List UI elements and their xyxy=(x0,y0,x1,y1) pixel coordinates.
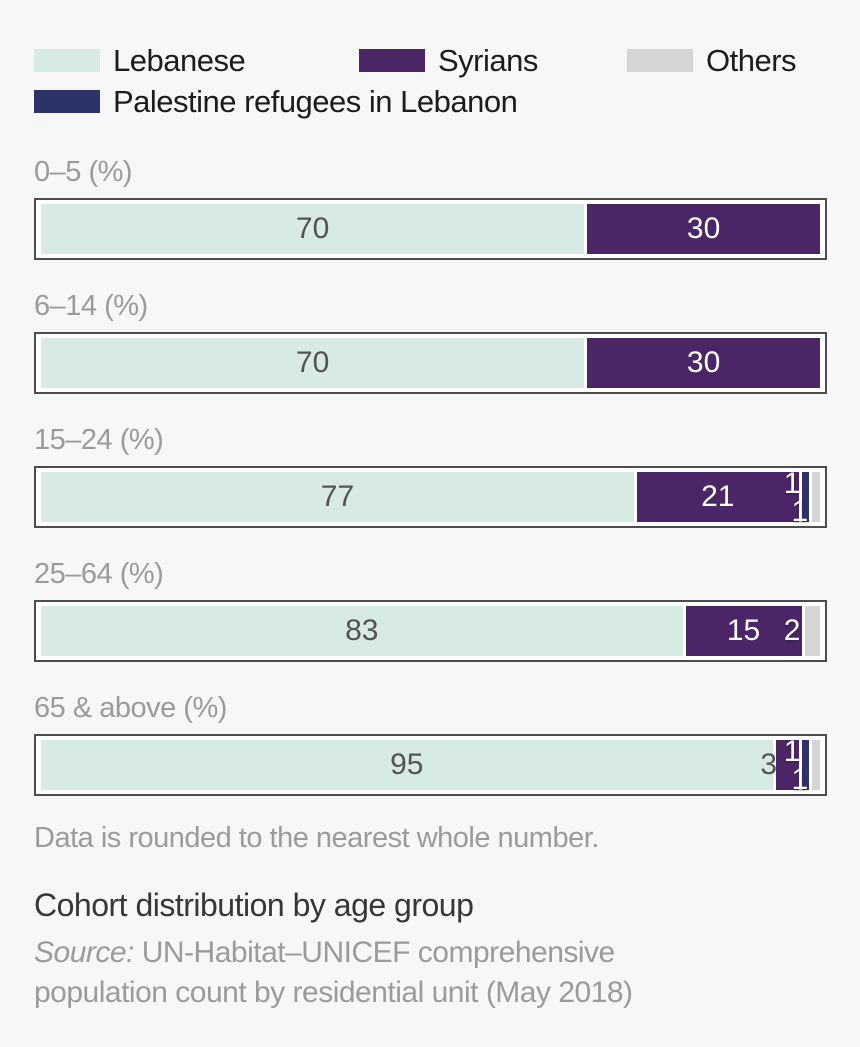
bar-segment-others xyxy=(804,606,820,656)
bar-segment-lebanese: 70 xyxy=(41,204,585,254)
legend-item-syrians: Syrians xyxy=(359,42,627,79)
bar-segments: 70 30 xyxy=(41,338,820,388)
legend-swatch-others xyxy=(627,49,693,72)
legend-item-lebanese: Lebanese xyxy=(34,42,359,79)
bar-group: 25–64 (%) 83 15 2 xyxy=(34,558,827,662)
bar-segments: 77 21 1 1 xyxy=(41,467,821,527)
bar-segments: 95 3 1 1 xyxy=(41,735,820,795)
bar-segment-others xyxy=(812,740,820,790)
bar-value-label-others: 2 xyxy=(783,614,801,647)
bar-segments: 70 30 xyxy=(41,204,820,254)
bar-value-label-syrians: 15 xyxy=(726,614,761,647)
bar-segment-others xyxy=(812,472,821,522)
bar-segment-palestine xyxy=(801,472,810,522)
age-group-label: 15–24 (%) xyxy=(34,424,164,456)
legend-label-lebanese: Lebanese xyxy=(113,42,246,78)
bar-segment-syrians xyxy=(775,740,799,790)
bar-group: 65 & above (%) 95 3 1 1 xyxy=(34,692,827,796)
chart-note: Data is rounded to the nearest whole num… xyxy=(34,822,599,854)
bar-segment-lebanese: 70 xyxy=(41,338,585,388)
bar-segment-syrians: 21 xyxy=(636,472,799,522)
bar-value-label-syrians: 3 xyxy=(760,748,778,781)
bar-value-label-others: 1 xyxy=(791,495,809,528)
source-text: UN-Habitat–UNICEF comprehensive populati… xyxy=(34,936,633,1009)
bar-value-label-others: 1 xyxy=(791,763,809,796)
bar-track: 70 30 xyxy=(34,332,827,394)
legend-label-others: Others xyxy=(706,42,797,78)
bar-track: 83 15 2 xyxy=(34,600,827,662)
age-group-label: 6–14 (%) xyxy=(34,290,148,322)
source-prefix-label: Source: xyxy=(34,936,134,969)
bar-value-label-lebanese: 70 xyxy=(295,346,330,379)
chart-title: Cohort distribution by age group xyxy=(34,887,474,923)
bar-value-label-lebanese: 77 xyxy=(320,480,355,513)
age-group-label: 25–64 (%) xyxy=(34,558,164,590)
bar-track: 77 21 1 1 xyxy=(34,466,827,528)
chart-source: Source: UN-Habitat–UNICEF comprehensive … xyxy=(34,933,746,1013)
chart-container: Lebanese Syrians Others Palestine refugees … xyxy=(34,42,827,1013)
bar-value-label-palestine: 1 xyxy=(783,735,801,768)
bar-segment-lebanese: 77 xyxy=(41,472,634,522)
legend-label-syrians: Syrians xyxy=(438,42,538,78)
bar-value-label-lebanese: 83 xyxy=(345,614,379,647)
bar-segment-syrians: 15 xyxy=(685,606,802,656)
bar-segment-lebanese: 95 xyxy=(41,740,773,790)
legend-swatch-syrians xyxy=(359,49,425,72)
bar-chart: 0–5 (%) 70 30 6–14 (%) 70 30 15–24 (%) 77 21 1 1 25… xyxy=(34,156,827,796)
bar-segment-syrians: 30 xyxy=(587,204,820,254)
legend-swatch-lebanese xyxy=(34,49,100,72)
bar-value-label-lebanese: 70 xyxy=(295,212,330,245)
bar-value-label-syrians: 21 xyxy=(701,480,735,513)
legend-item-others: Others xyxy=(627,42,797,79)
bar-group: 15–24 (%) 77 21 1 1 xyxy=(34,424,827,528)
legend: Lebanese Syrians Others Palestine refugees … xyxy=(34,42,827,120)
bar-value-label-syrians: 30 xyxy=(686,346,721,379)
legend-item-palestine: Palestine refugees in Lebanon xyxy=(34,83,518,120)
bar-segment-lebanese: 83 xyxy=(41,606,683,656)
age-group-label: 0–5 (%) xyxy=(34,156,133,188)
bar-value-label-lebanese: 95 xyxy=(390,748,424,781)
bar-value-label-syrians: 30 xyxy=(686,212,721,245)
bar-group: 6–14 (%) 70 30 xyxy=(34,290,827,394)
bar-segment-syrians: 30 xyxy=(587,338,820,388)
bar-track: 70 30 xyxy=(34,198,827,260)
bar-track: 95 3 1 1 xyxy=(34,734,827,796)
bar-segment-palestine xyxy=(801,740,810,790)
age-group-label: 65 & above (%) xyxy=(34,692,227,724)
legend-label-palestine: Palestine refugees in Lebanon xyxy=(113,83,518,119)
bar-segments: 83 15 2 xyxy=(41,606,820,656)
bar-group: 0–5 (%) 70 30 xyxy=(34,156,827,260)
bar-value-label-palestine: 1 xyxy=(783,467,801,500)
legend-swatch-palestine xyxy=(34,90,100,113)
